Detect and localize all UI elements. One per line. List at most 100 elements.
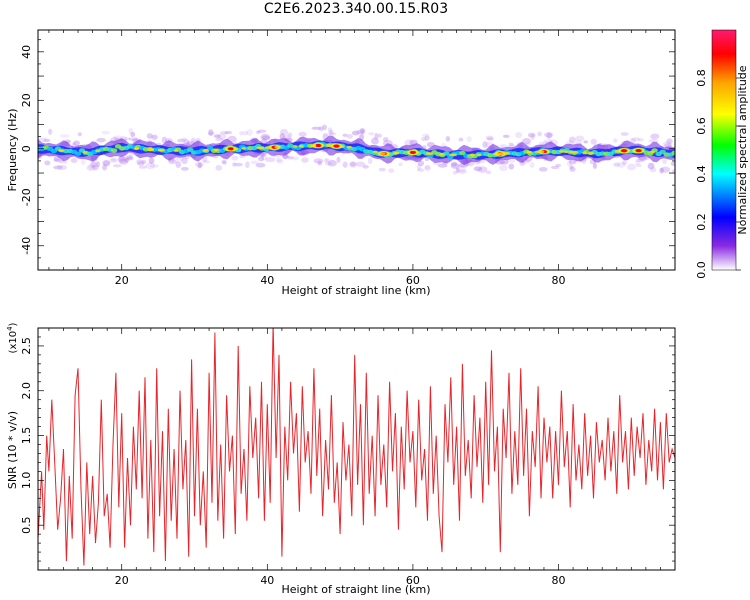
spectrogram-noise-cell (328, 129, 334, 135)
spectrogram-noise-cell (234, 162, 243, 167)
spectrogram-fleck (582, 151, 588, 155)
spectrogram-noise-cell (485, 135, 494, 140)
spectrogram-fleck (505, 152, 511, 155)
spectrogram-fleck (539, 150, 545, 154)
colorbar: 0.0 0.2 0.4 0.6 0.8 Normalized spectral ampl… (695, 29, 749, 279)
spectrogram-noise-cell (208, 129, 214, 136)
spectrogram-peak-core (227, 147, 234, 151)
spectrogram-noise-cell (96, 137, 106, 143)
spectrogram-noise-cell (133, 137, 138, 142)
spectrogram-fleck (173, 149, 179, 152)
spectrogram-fleck (559, 150, 565, 153)
spectrogram-noise-cell (86, 164, 96, 172)
spectrogram-noise-cell (327, 127, 333, 133)
snr-x-tick-label: 60 (406, 574, 420, 587)
spectrogram-noise-cell (224, 130, 233, 135)
spectrogram-noise-cell (311, 126, 322, 130)
spectrogram-noise-cell (617, 162, 626, 168)
spectrogram-noise-cell (221, 159, 227, 164)
spectrogram-noise-cell (38, 137, 48, 143)
spectrogram-noise-cell (508, 163, 515, 170)
snr-y-tick-label: 1.5 (20, 427, 33, 445)
spectrogram-noise-cell (261, 154, 268, 161)
spectrogram-noise-cell (123, 137, 131, 141)
spectrogram-x-tick-label: 80 (552, 274, 566, 287)
spectrogram-noise-cell (637, 138, 644, 142)
spectrogram-noise-cell (374, 132, 379, 140)
spectrogram-noise-cell (207, 131, 215, 136)
spectrogram-fleck (274, 145, 280, 149)
spectrogram-fleck (449, 153, 455, 157)
spectrogram-noise-cell (245, 161, 250, 169)
spectrogram-noise-cell (57, 164, 67, 171)
snr-x-tick-label: 80 (552, 574, 566, 587)
spectrogram-x-tick-label: 40 (260, 274, 274, 287)
spectrogram-noise-cell (568, 159, 577, 165)
spectrogram-fleck (589, 152, 595, 155)
colorbar-tick-label: 0.6 (695, 117, 708, 135)
spectrogram-fleck (526, 150, 532, 154)
spectrogram-noise-cell (151, 134, 158, 141)
spectrogram-noise-cell (537, 131, 542, 137)
spectrogram-noise-cell (181, 137, 187, 141)
spectrogram-noise-cell (450, 163, 460, 169)
spectrogram-noise-cell (382, 137, 389, 142)
spectrogram-fleck (82, 151, 88, 154)
spectrogram-noise-cell (421, 133, 430, 138)
spectrogram-noise-cell (613, 162, 621, 167)
spectrogram-peak-core (333, 144, 340, 148)
spectrogram-fleck (498, 152, 504, 156)
spectrogram-fleck (563, 150, 569, 154)
spectrogram-noise-cell (672, 169, 675, 174)
spectrogram-noise-cell (318, 126, 324, 132)
spectrogram-peak-core (315, 143, 322, 148)
spectrogram-noise-cell (276, 159, 284, 164)
spectrogram-noise-cell (362, 164, 369, 169)
spectrogram-noise-cell (301, 157, 309, 163)
spectrogram-noise-cell (113, 135, 123, 140)
spectrogram-x-tick-label: 20 (115, 274, 129, 287)
spectrogram-noise-cell (130, 131, 136, 138)
spectrogram-noise-cell (522, 137, 532, 145)
spectrogram-noise-cell (181, 157, 188, 165)
spectrogram-noise-cell (473, 166, 483, 172)
spectrogram-ridge-cell (110, 148, 118, 153)
spectrogram-noise-cell (117, 155, 127, 163)
spectrogram-y-axis-label: Frequency (Hz) (6, 109, 19, 192)
spectrogram-noise-cell (138, 165, 147, 169)
colorbar-tick-label: 0.4 (695, 165, 708, 183)
spectrogram-noise-cell (58, 160, 68, 164)
spectrogram-noise-cell (550, 165, 560, 170)
spectrogram-noise-cell (660, 166, 671, 173)
spectrogram-peak-core (635, 149, 642, 153)
spectrogram-noise-cell (486, 137, 494, 141)
spectrogram-fleck (292, 145, 298, 148)
spectrogram-noise-cell (324, 158, 330, 163)
snr-panel: 20 40 60 80 0.5 1.0 1.5 2.0 2.5 Height of straig… (6, 322, 676, 596)
spectrogram-noise-cell (265, 157, 276, 163)
spectrogram-noise-cell (502, 134, 510, 138)
spectrogram-noise-cell (217, 133, 227, 140)
spectrogram-noise-cell (324, 161, 332, 166)
snr-frame (37, 327, 676, 571)
spectrogram-noise-cell (137, 161, 145, 166)
spectrogram-noise-cell (275, 157, 283, 162)
spectrogram-fleck (265, 146, 271, 149)
spectrogram-fleck (649, 150, 655, 154)
spectrogram-noise-cell (126, 156, 134, 161)
spectrogram-fleck (326, 144, 332, 147)
snr-y-tick-label: 0.5 (20, 516, 33, 534)
colorbar-tick-label: 0.2 (695, 213, 708, 231)
spectrogram-noise-cell (150, 135, 159, 139)
spectrogram-noise-cell (102, 164, 108, 171)
spectrogram-fleck (95, 149, 101, 153)
snr-y-tick-label: 1.0 (20, 472, 33, 490)
spectrogram-noise-cell (92, 164, 99, 171)
spectrogram-noise-cell (77, 132, 82, 137)
spectrogram-noise-cell (650, 133, 660, 140)
spectrogram-noise-cell (148, 157, 155, 165)
spectrogram-noise-cell (287, 132, 293, 137)
colorbar-gradient (712, 30, 736, 270)
spectrogram-noise-cell (458, 163, 469, 168)
spectrogram-noise-cell (102, 159, 111, 167)
